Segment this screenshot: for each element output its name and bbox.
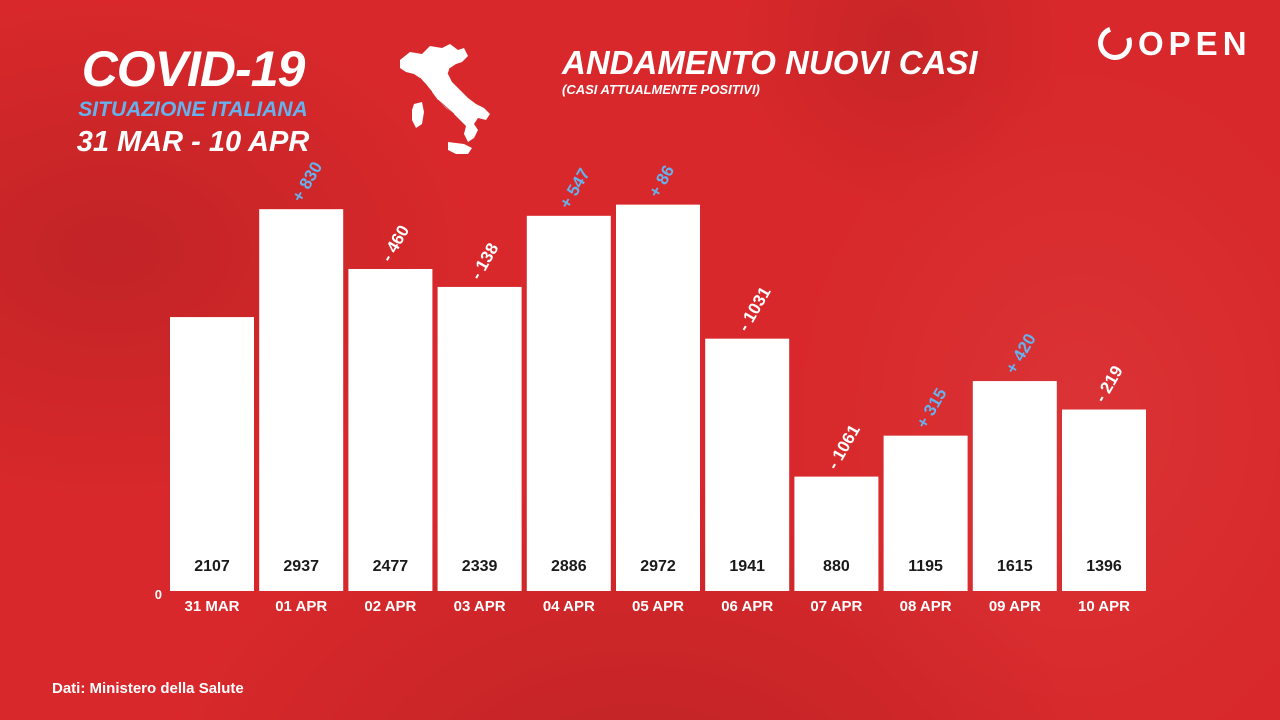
y-axis-zero-label: 0 xyxy=(155,587,162,602)
x-axis-tick-label: 03 APR xyxy=(454,598,506,615)
bar-value-label: 2972 xyxy=(640,558,676,575)
x-axis-tick-label: 02 APR xyxy=(364,598,416,615)
headline-title: COVID-19 xyxy=(81,41,306,97)
brand-logo: OPEN xyxy=(1092,20,1247,66)
chart-title: ANDAMENTO NUOVI CASI xyxy=(562,44,978,81)
bar-change-label: + 547 xyxy=(556,165,594,212)
headline-block: COVID-19 SITUAZIONE ITALIANA 31 MAR - 10… xyxy=(58,40,328,160)
bar-value-label: 880 xyxy=(823,558,850,575)
bar-value-label: 2339 xyxy=(462,558,498,575)
bar-02-apr xyxy=(348,268,433,591)
x-axis-tick-label: 05 APR xyxy=(632,598,684,615)
x-axis-tick-label: 09 APR xyxy=(989,598,1041,615)
bar-01-apr xyxy=(259,209,344,591)
x-axis-tick-label: 04 APR xyxy=(543,598,595,615)
bar-value-label: 1396 xyxy=(1086,558,1122,575)
bar-31-mar xyxy=(170,317,254,591)
bar-08-apr xyxy=(883,435,968,591)
x-axis-tick-label: 06 APR xyxy=(721,598,773,615)
bar-change-label: + 420 xyxy=(1002,330,1040,377)
brand-name: OPEN xyxy=(1138,25,1252,62)
italy-map-icon xyxy=(400,44,490,154)
bar-09-apr xyxy=(972,381,1057,591)
x-axis-tick-label: 08 APR xyxy=(900,598,952,615)
bar-change-label: - 1061 xyxy=(823,421,864,472)
bar-05-apr xyxy=(616,204,700,591)
bar-10-apr xyxy=(1062,409,1146,591)
bar-value-label: 2477 xyxy=(373,558,409,575)
x-axis-tick-label: 07 APR xyxy=(810,598,862,615)
bar-change-label: + 86 xyxy=(645,162,678,201)
x-axis-tick-label: 01 APR xyxy=(275,598,327,615)
bar-change-label: - 1031 xyxy=(734,283,775,334)
bar-value-label: 1615 xyxy=(997,558,1033,575)
bar-07-apr xyxy=(794,476,879,591)
x-axis-tick-label: 10 APR xyxy=(1078,598,1130,615)
bar-change-label: - 460 xyxy=(377,222,413,265)
bar-06-apr xyxy=(705,338,790,591)
bar-change-label: - 219 xyxy=(1091,362,1127,405)
bar-value-label: 2937 xyxy=(283,558,319,575)
bar-value-label: 2886 xyxy=(551,558,587,575)
bar-value-label: 1195 xyxy=(908,558,943,575)
bar-03-apr xyxy=(437,286,522,591)
bar-change-label: - 138 xyxy=(467,240,503,283)
bar-04-apr xyxy=(526,215,611,591)
bar-change-label: + 315 xyxy=(913,385,951,432)
headline-date-range: 31 MAR - 10 APR xyxy=(76,126,310,158)
bar-value-label: 1941 xyxy=(729,558,765,575)
chart-subtitle: (CASI ATTUALMENTE POSITIVI) xyxy=(562,82,760,97)
x-axis-tick-label: 31 MAR xyxy=(184,598,239,615)
headline-subtitle: SITUAZIONE ITALIANA xyxy=(78,98,308,121)
bar-value-label: 2107 xyxy=(194,558,230,575)
bar-change-label: + 830 xyxy=(288,158,326,205)
data-source: Dati: Ministero della Salute xyxy=(52,680,244,697)
